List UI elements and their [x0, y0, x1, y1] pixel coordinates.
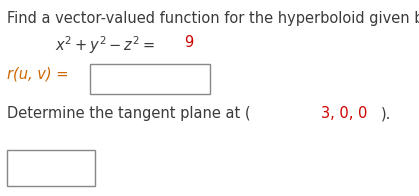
Bar [7, 150, 95, 186]
Text: $x^2 + y^2 - z^2 = $: $x^2 + y^2 - z^2 = $ [55, 34, 155, 56]
Text: Find a vector-valued function for the hyperboloid given below.: Find a vector-valued function for the hy… [7, 11, 419, 26]
Text: ).: ). [381, 106, 392, 121]
Text: Determine the tangent plane at (: Determine the tangent plane at ( [7, 106, 251, 121]
Text: r(u, v) =: r(u, v) = [7, 66, 68, 81]
Text: 3, 0, 0: 3, 0, 0 [321, 106, 368, 121]
Text: $9$: $9$ [184, 34, 194, 50]
Bar [91, 64, 210, 94]
